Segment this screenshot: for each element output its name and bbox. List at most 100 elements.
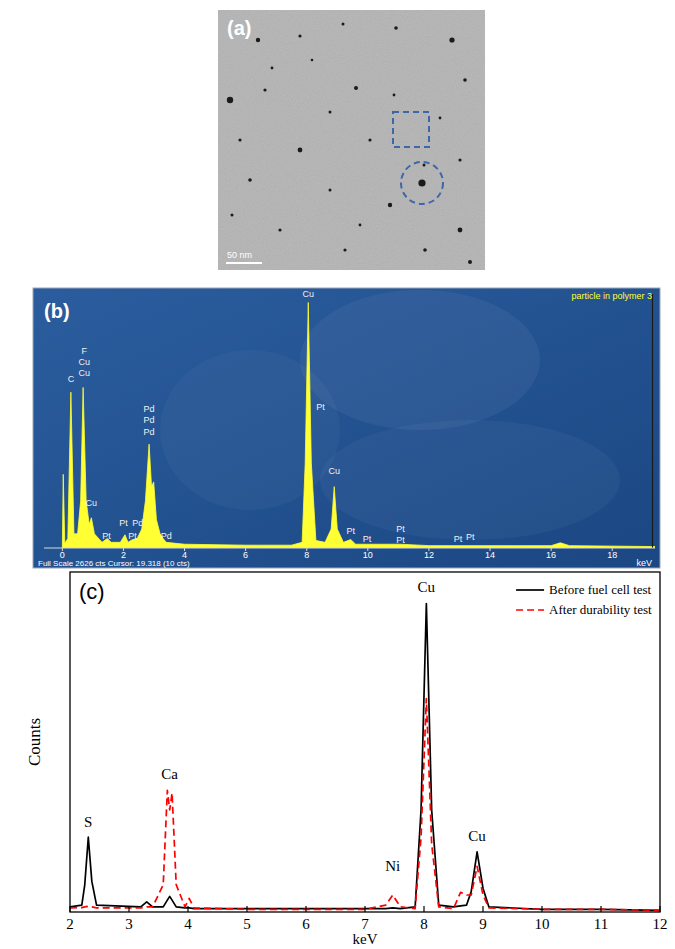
peak-label: S [84,814,92,830]
x-tick [364,906,365,912]
particle [231,214,234,217]
x-tick-label: 16 [546,550,556,560]
particle [311,59,314,62]
particle [423,164,426,167]
series-line [70,698,660,910]
peak-label: Pt [363,534,372,544]
footer: Full Scale 2626 cts Cursor: 19.318 (10 c… [38,559,190,568]
particle [359,224,362,227]
particle [394,26,398,30]
particle [393,94,396,97]
particle [329,189,332,192]
peak-label: Pt [396,524,405,534]
panel-label: (b) [44,300,70,322]
particle [256,38,260,42]
legend-label: Before fuel cell test [549,582,652,597]
peak-label: C [68,374,75,384]
particle [368,138,371,141]
panel-b-background [33,288,660,568]
peak-label: Ni [385,858,400,874]
particle [449,37,454,42]
spectrum [62,302,655,548]
x-axis-title: keV [636,558,652,568]
peak-label: Cu [418,579,436,595]
peak-label: Cu [468,828,486,844]
x-tick [128,906,129,912]
legend-swatch [516,609,544,611]
x-tick-label: 9 [479,916,487,932]
particle [238,138,241,141]
peak-label: Pt [346,526,355,536]
x-tick [305,906,306,912]
particle [329,111,332,114]
x-tick-label: 3 [125,916,133,932]
peak-label: Pt [102,531,111,541]
legend-label: After durability test [549,602,652,617]
x-tick [600,906,601,912]
cursor-line [652,294,653,548]
particle [468,260,472,264]
particle [388,203,392,207]
particle [298,148,303,153]
particle [463,78,467,82]
x-tick [482,906,483,912]
particle [418,179,425,186]
peak-label: Pd [144,404,155,414]
x-tick [659,906,660,912]
scale-bar-label: 50 nm [227,250,252,260]
particle [354,86,358,90]
micrograph-texture [218,10,485,270]
peak-label: Pt [454,534,463,544]
particle [248,178,252,182]
x-tick [187,906,188,912]
legend-swatch [516,589,544,591]
particle [458,228,463,233]
peak-label: Pt [128,531,137,541]
panel-label: (c) [79,579,105,604]
peak-label: Cu [79,357,91,367]
peak-label: Pd [144,427,155,437]
x-tick-label: 14 [485,550,495,560]
x-tick [69,906,70,912]
peak-label: Cu [302,289,314,299]
x-tick-label: 11 [594,916,608,932]
peak-label: Pt [466,532,475,542]
peak-label: Pd [144,415,155,425]
peak-label: Pt [316,402,325,412]
peak-label: F [82,346,88,356]
x-axis [44,548,655,549]
particle [298,34,301,37]
peak-label: Pd [132,518,143,528]
y-axis-title: Counts [25,718,44,766]
particle [271,67,274,70]
particle [227,97,233,103]
micrograph-background [218,10,485,270]
x-tick-label: 8 [420,916,428,932]
series-group [70,604,660,911]
particle [263,88,266,91]
x-tick-label: 4 [184,916,192,932]
x-tick [246,906,247,912]
particle [342,23,345,26]
series-line [70,604,660,911]
panel-b: 024681012141618CFCuCuCuPtPtPtPdPdPdPdPdC… [33,288,660,568]
peak-label: Cu [86,498,98,508]
peak-label: Pt [396,535,405,545]
x-tick-label: 5 [243,916,251,932]
x-tick-label: 8 [304,550,309,560]
panel-a: (a)50 nm [218,10,485,270]
plot-frame [70,572,660,912]
peak-label: Pt [119,518,128,528]
x-tick-label: 10 [535,916,550,932]
particle [278,228,281,231]
particle [458,158,461,161]
x-tick-label: 18 [607,550,617,560]
x-tick-label: 6 [302,916,310,932]
x-axis-title: keV [353,931,378,947]
scale-bar [226,262,262,264]
x-tick-label: 12 [424,550,434,560]
x-tick-label: 12 [653,916,668,932]
background-swirl [320,420,620,540]
spectrum-title: particle in polymer 3 [571,291,652,301]
panel-c: 23456789101112keVCountsSCaNiCuCu(c)Befor… [25,572,668,947]
